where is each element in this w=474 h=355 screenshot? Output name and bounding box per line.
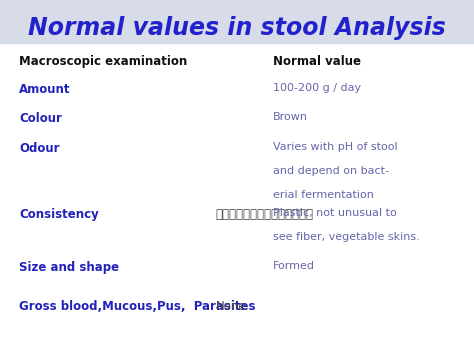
Text: Plastic, not unusual to: Plastic, not unusual to: [273, 208, 396, 218]
Text: มีความยืดหยุ่น: มีความยืดหยุ่น: [216, 208, 314, 221]
Text: Varies with pH of stool: Varies with pH of stool: [273, 142, 397, 152]
Bar: [0, 0, 474, 43]
Text: and depend on bact-: and depend on bact-: [273, 166, 389, 176]
Text: Macroscopic examination: Macroscopic examination: [19, 55, 187, 68]
Text: Size and shape: Size and shape: [19, 261, 119, 274]
Text: None: None: [216, 300, 246, 313]
Text: Odour: Odour: [19, 142, 59, 155]
Text: Formed: Formed: [273, 261, 315, 271]
Text: Normal values in stool Analysis: Normal values in stool Analysis: [28, 16, 446, 40]
Text: erial fermentation: erial fermentation: [273, 190, 374, 200]
Text: Brown: Brown: [273, 112, 308, 122]
Text: Normal value: Normal value: [273, 55, 361, 68]
Text: Amount: Amount: [19, 83, 71, 97]
Text: Colour: Colour: [19, 112, 62, 125]
Text: see fiber, vegetable skins.: see fiber, vegetable skins.: [273, 232, 419, 242]
Text: 100-200 g / day: 100-200 g / day: [273, 83, 361, 93]
Text: Gross blood,Mucous,Pus,  Parasites: Gross blood,Mucous,Pus, Parasites: [19, 300, 255, 313]
Text: Consistency: Consistency: [19, 208, 99, 221]
